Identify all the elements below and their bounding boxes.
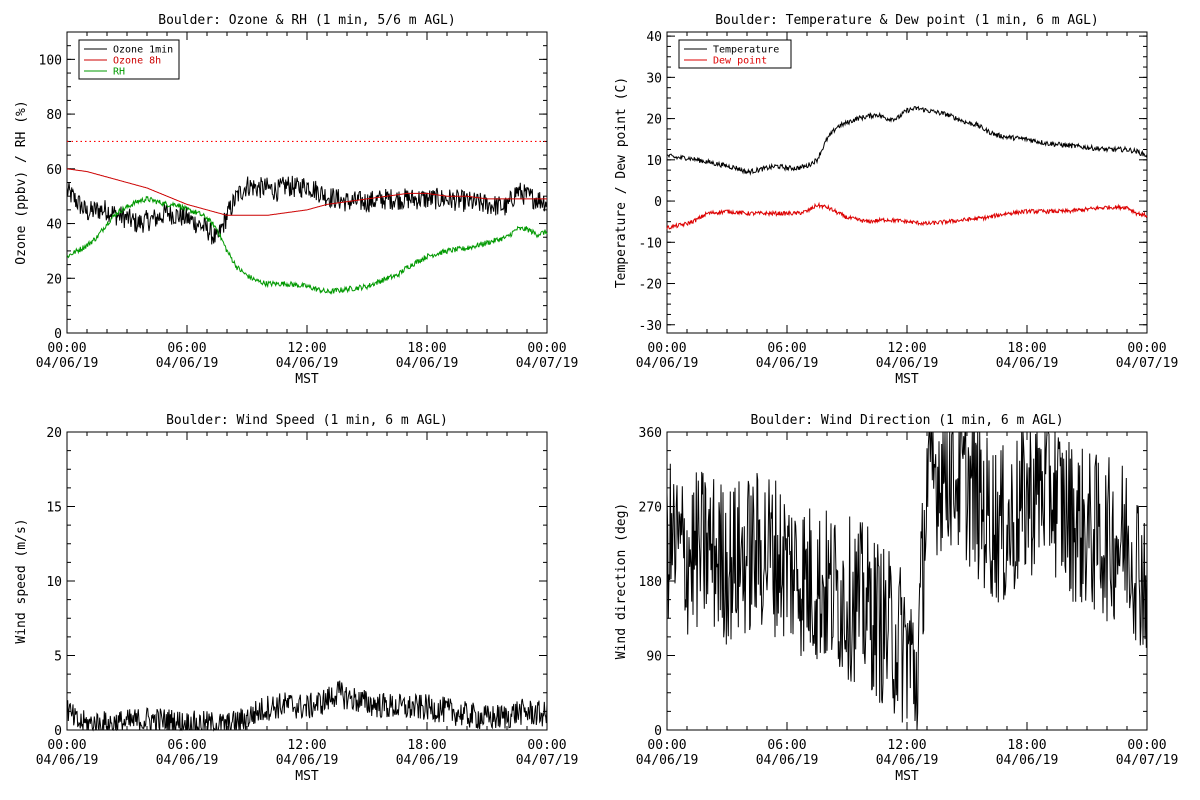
y-tick-label: 15 (46, 501, 62, 516)
y-tick-label: 270 (639, 501, 662, 516)
y-tick-label: 5 (54, 650, 62, 665)
x-tick-date-label: 04/06/19 (876, 356, 939, 371)
series-line-dew-point (666, 201, 1148, 230)
y-tick-label: 60 (46, 163, 62, 178)
x-tick-time-label: 06:00 (767, 738, 806, 753)
x-tick-time-label: 12:00 (287, 341, 326, 356)
x-axis-label: MST (295, 769, 319, 784)
chart-title: Boulder: Wind Speed (1 min, 6 m AGL) (166, 413, 448, 428)
chart-panel-1: Boulder: Ozone & RH (1 min, 5/6 m AGL) 0 2… (14, 13, 578, 387)
x-tick-date-label: 04/06/19 (756, 356, 819, 371)
x-tick-time-label: 06:00 (167, 738, 206, 753)
series-line-main (666, 431, 1148, 731)
x-tick-date-label: 04/06/19 (156, 753, 219, 768)
y-tick-label: 20 (46, 426, 62, 441)
x-tick-time-label: 18:00 (407, 341, 446, 356)
x-tick-date-label: 04/06/19 (36, 753, 99, 768)
legend-label: Dew point (713, 56, 767, 67)
x-tick-time-label: 00:00 (527, 738, 566, 753)
y-tick-label: 10 (646, 154, 662, 169)
x-tick-time-label: 06:00 (167, 341, 206, 356)
legend-label: RH (113, 67, 125, 78)
x-tick-date-label: 04/06/19 (396, 753, 459, 768)
chart-title: Boulder: Ozone & RH (1 min, 5/6 m AGL) (158, 13, 455, 28)
x-tick-time-label: 18:00 (1007, 738, 1046, 753)
y-axis-label: Temperature / Dew point (C) (614, 77, 629, 288)
plot-frame (666, 31, 1148, 334)
x-tick-date-label: 04/07/19 (1116, 356, 1179, 371)
x-tick-time-label: 00:00 (527, 341, 566, 356)
y-tick-label: 0 (654, 724, 662, 739)
series-line-temperature (666, 105, 1148, 176)
x-axis-label: MST (895, 372, 919, 387)
chart-title: Boulder: Wind Direction (1 min, 6 m AGL) (750, 413, 1063, 428)
y-tick-label: -10 (639, 236, 662, 251)
x-tick-time-label: 00:00 (1127, 341, 1166, 356)
y-tick-label: 30 (646, 71, 662, 86)
y-tick-label: 100 (39, 53, 62, 68)
x-axis-label: MST (895, 769, 919, 784)
series-line-main (66, 680, 548, 732)
x-tick-time-label: 00:00 (1127, 738, 1166, 753)
plot-frame (66, 431, 548, 731)
y-tick-label: 40 (646, 30, 662, 45)
y-tick-label: 180 (639, 575, 662, 590)
y-tick-label: -30 (639, 319, 662, 334)
y-tick-label: 0 (654, 195, 662, 210)
x-tick-date-label: 04/07/19 (516, 753, 579, 768)
y-tick-label: 360 (639, 426, 662, 441)
y-tick-label: -20 (639, 278, 662, 293)
chart-panel-3: Boulder: Wind Speed (1 min, 6 m AGL) 0 5 10… (14, 413, 578, 784)
x-tick-date-label: 04/06/19 (876, 753, 939, 768)
y-tick-label: 80 (46, 108, 62, 123)
chart-title: Boulder: Temperature & Dew point (1 min,… (715, 13, 1099, 28)
x-tick-time-label: 12:00 (287, 738, 326, 753)
chart-panel-2: Boulder: Temperature & Dew point (1 min,… (614, 13, 1178, 387)
series-line-rh (66, 195, 548, 295)
x-tick-date-label: 04/06/19 (756, 753, 819, 768)
series-line-ozone-1min (66, 175, 548, 245)
x-tick-date-label: 04/06/19 (396, 356, 459, 371)
x-tick-date-label: 04/06/19 (996, 753, 1059, 768)
legend-box (678, 39, 792, 69)
x-tick-time-label: 00:00 (47, 738, 86, 753)
y-tick-label: 20 (46, 272, 62, 287)
x-axis-label: MST (295, 372, 319, 387)
y-tick-label: 10 (46, 575, 62, 590)
y-tick-label: 40 (46, 218, 62, 233)
x-tick-date-label: 04/06/19 (156, 356, 219, 371)
x-tick-time-label: 06:00 (767, 341, 806, 356)
x-tick-time-label: 00:00 (647, 341, 686, 356)
x-tick-time-label: 12:00 (887, 341, 926, 356)
x-tick-date-label: 04/06/19 (36, 356, 99, 371)
x-tick-date-label: 04/06/19 (996, 356, 1059, 371)
x-tick-date-label: 04/06/19 (276, 356, 339, 371)
x-tick-time-label: 18:00 (1007, 341, 1046, 356)
series-line-ozone-8h (66, 168, 547, 216)
x-tick-date-label: 04/07/19 (516, 356, 579, 371)
x-tick-date-label: 04/06/19 (636, 753, 699, 768)
x-tick-time-label: 00:00 (47, 341, 86, 356)
x-tick-date-label: 04/06/19 (276, 753, 339, 768)
legend-label: Ozone 8h (113, 56, 161, 67)
x-tick-time-label: 12:00 (887, 738, 926, 753)
x-tick-time-label: 18:00 (407, 738, 446, 753)
legend-label: Ozone 1min (113, 45, 173, 56)
x-tick-time-label: 00:00 (647, 738, 686, 753)
x-tick-date-label: 04/06/19 (636, 356, 699, 371)
y-tick-label: 0 (54, 327, 62, 342)
legend-label: Temperature (713, 45, 779, 56)
y-tick-label: 20 (646, 113, 662, 128)
y-tick-label: 0 (54, 724, 62, 739)
x-tick-date-label: 04/07/19 (1116, 753, 1179, 768)
y-axis-label: Wind direction (deg) (614, 503, 629, 660)
chart-panel-4: Boulder: Wind Direction (1 min, 6 m AGL)… (614, 413, 1178, 784)
y-axis-label: Wind speed (m/s) (14, 518, 29, 643)
y-tick-label: 90 (646, 650, 662, 665)
y-axis-label: Ozone (ppbv) / RH (%) (14, 100, 29, 264)
